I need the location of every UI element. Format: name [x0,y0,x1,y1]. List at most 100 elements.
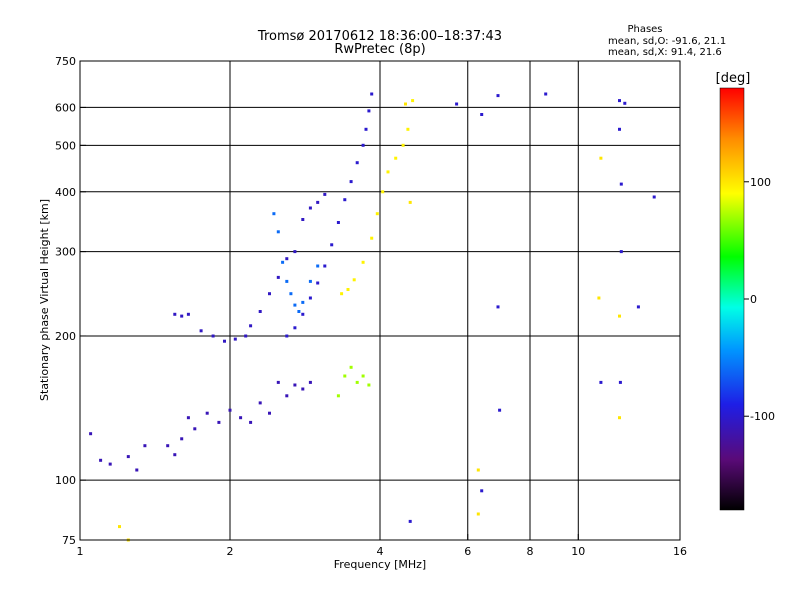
data-point [408,519,412,523]
data-point [367,109,371,113]
series-group [173,192,327,343]
data-point [401,143,405,147]
data-point [143,444,147,448]
data-point [336,394,340,398]
data-point [249,324,253,328]
data-point [285,394,289,398]
y-tick-label: 75 [62,534,76,547]
chart-title-line1: Tromsø 20170612 18:36:00–18:37:43 [257,29,502,44]
data-point [364,127,368,131]
x-tick-label: 1 [77,545,84,558]
data-point [355,161,359,165]
data-point [323,264,327,268]
data-point [217,420,221,424]
data-point [498,408,502,412]
y-tick-label: 100 [55,474,76,487]
data-point [455,102,459,106]
data-point [618,99,621,103]
data-point [285,334,289,338]
data-point [272,212,276,216]
data-point [276,230,280,234]
data-point [293,326,297,330]
data-point [258,401,262,405]
data-point [108,462,112,466]
data-point [173,312,177,316]
data-point [173,453,177,457]
phases-mean-x: mean, sd,X: 91.4, 21.6 [608,47,722,58]
data-point [618,416,621,420]
data-point [618,127,621,131]
x-axis-ticks: 1 2 4 6 8 10 16 [77,534,687,558]
series-group [89,380,312,472]
data-point [276,275,280,279]
series-group [285,92,374,338]
data-point [340,292,344,296]
y-tick-label: 300 [55,246,76,259]
series-group [336,365,371,398]
chart-title-line2: RwPretec (8p) [334,42,425,57]
data-point [408,200,412,204]
data-point [336,221,340,224]
data-point [480,113,484,116]
x-tick-label: 6 [464,545,471,558]
y-tick-label: 600 [55,101,76,114]
data-point [599,156,603,160]
data-point [619,182,623,186]
colorbar-tick-label: -100 [750,410,775,423]
data-point [623,101,627,105]
data-point [496,305,500,309]
data-point [599,380,603,384]
data-point [361,260,365,264]
y-axis-label: Stationary phase Virtual Height [km] [38,199,51,401]
data-point [268,292,271,296]
data-point [394,156,398,160]
data-point [293,383,297,387]
data-point [355,380,359,384]
data-point [544,92,548,96]
data-point [211,334,215,338]
colorbar-tick-label: 0 [750,293,757,306]
data-point [619,250,623,254]
y-tick-label: 500 [55,139,76,152]
data-point [118,525,121,529]
x-tick-label: 10 [571,545,585,558]
y-axis-ticks: 75 100 200 300 400 500 600 750 [55,55,86,547]
data-point [249,420,253,424]
data-point [323,192,327,196]
data-point [308,206,312,210]
data-point [386,170,390,174]
y-tick-label: 400 [55,186,76,199]
data-point [496,94,500,98]
data-point [228,408,232,412]
x-tick-label: 16 [673,545,687,558]
series-group [340,99,415,296]
data-point [258,310,262,313]
data-point [199,329,203,333]
colorbar-tick-label: 100 [750,176,771,189]
data-point [618,380,622,384]
x-tick-label: 8 [527,545,534,558]
data-point [361,143,365,147]
data-point [301,218,305,221]
data-point [166,444,170,448]
data-point [370,92,374,96]
x-tick-label: 4 [377,545,384,558]
data-point [361,374,365,378]
data-point [308,296,312,300]
data-point [330,243,334,247]
data-point [281,260,285,264]
data-point [480,489,484,493]
data-point [244,334,248,338]
data-point [346,288,350,291]
data-point [308,279,312,283]
data-point [186,312,190,316]
data-point [89,432,93,436]
plot-points [89,92,656,542]
series-group [272,212,320,313]
colorbar [719,87,745,511]
data-point [618,314,621,318]
data-point [308,380,312,384]
data-point [301,312,305,316]
data-point [476,468,480,472]
